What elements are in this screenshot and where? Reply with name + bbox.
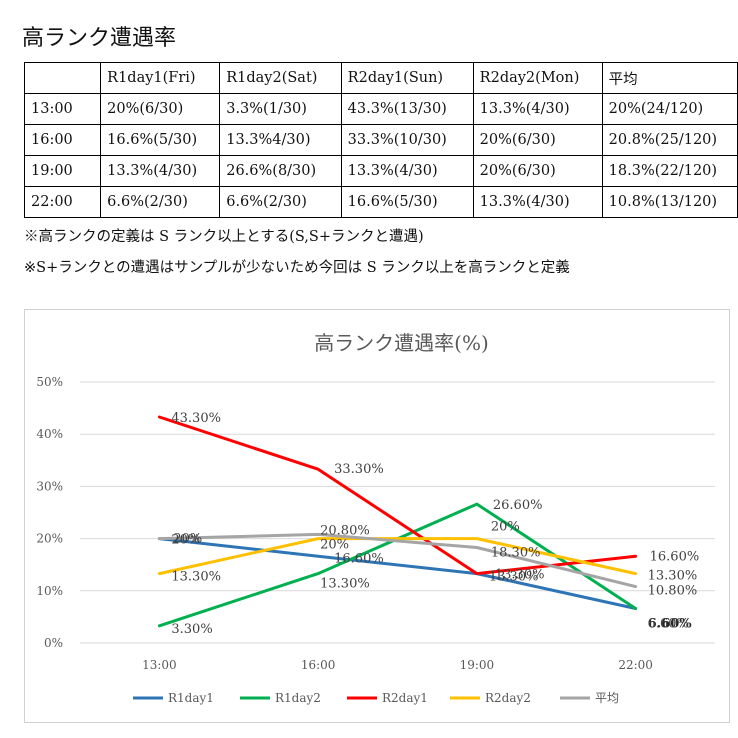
data-label: 18.30% bbox=[491, 545, 541, 560]
table-cell: R1day1(Fri) bbox=[100, 62, 221, 94]
table-cell: 33.3%(10/30) bbox=[340, 124, 474, 156]
data-label: 33.30% bbox=[334, 462, 384, 477]
y-tick-label: 20% bbox=[36, 532, 63, 546]
table-cell: 13.3%4/30) bbox=[219, 124, 342, 156]
legend-label: R1day2 bbox=[275, 691, 321, 705]
y-tick-label: 50% bbox=[36, 375, 63, 389]
table-row: 16:00 16.6%(5/30) 13.3%4/30) 33.3%(10/30) 20… bbox=[23, 124, 738, 156]
table-row: 19:00 13.3%(4/30) 26.6%(8/30) 13.3%(4/30) 20… bbox=[23, 155, 738, 187]
table-cell: R2day1(Sun) bbox=[340, 62, 474, 94]
legend-label: R1day1 bbox=[168, 691, 214, 705]
legend-label: R2day1 bbox=[382, 691, 428, 705]
table-cell: 18.3%(22/120) bbox=[601, 155, 738, 187]
table-cell: R2day2(Mon) bbox=[472, 62, 603, 94]
table-cell: 20%(24/120) bbox=[601, 93, 738, 125]
data-label: 13.30% bbox=[489, 570, 539, 585]
series-line-3 bbox=[157, 537, 638, 576]
data-label: 6.60% bbox=[648, 617, 693, 632]
table-cell: 10.8%(13/120) bbox=[601, 186, 738, 218]
x-tick-label: 16:00 bbox=[301, 658, 336, 672]
table-cell: 16.6%(5/30) bbox=[340, 186, 474, 218]
rate-table: R1day1(Fri) R1day2(Sat) R2day1(Sun) R2day2(… bbox=[23, 62, 738, 218]
table-cell: 43.3%(13/30) bbox=[340, 93, 474, 125]
table-row: 22:00 6.6%(2/30) 6.6%(2/30) 16.6%(5/30) 13.3… bbox=[23, 186, 738, 218]
page-title: 高ランク遭遇率 bbox=[22, 26, 177, 51]
data-label: 13.30% bbox=[495, 568, 545, 583]
y-tick-label: 30% bbox=[36, 479, 63, 493]
table-cell: 20%(6/30) bbox=[100, 93, 221, 125]
table-cell: R1day2(Sat) bbox=[219, 62, 342, 94]
data-label: 20.80% bbox=[320, 523, 370, 538]
data-label: 13.30% bbox=[648, 569, 698, 584]
table-cell: 6.6%(2/30) bbox=[100, 186, 221, 218]
y-tick-label: 40% bbox=[36, 427, 63, 441]
table-cell: 19:00 bbox=[23, 155, 102, 187]
table-cell: 13.3%(4/30) bbox=[100, 155, 221, 187]
table-cell: 13.3%(4/30) bbox=[472, 186, 603, 218]
data-label: 10.80% bbox=[648, 584, 698, 599]
data-label: 26.60% bbox=[493, 498, 543, 513]
table-cell: 26.6%(8/30) bbox=[219, 155, 342, 187]
chart-container: 高ランク遭遇率(%) 0% 10% 20% 30% 40% 50% 13:00 16:00 19:… bbox=[24, 309, 730, 723]
y-tick-label: 10% bbox=[36, 584, 63, 598]
legend-label: R2day2 bbox=[485, 691, 531, 705]
table-cell: 20.8%(25/120) bbox=[601, 124, 738, 156]
x-tick-label: 22:00 bbox=[618, 658, 653, 672]
series-line-2 bbox=[157, 415, 638, 576]
data-label: 13.30% bbox=[320, 577, 370, 592]
definition-note: ※高ランクの定義は S ランク以上とする(S,S+ランクと遭遇) bbox=[24, 229, 424, 245]
table-cell: 20%(6/30) bbox=[472, 155, 603, 187]
data-label: 16.60% bbox=[650, 549, 700, 564]
data-label: 20% bbox=[171, 533, 200, 548]
table-cell: 22:00 bbox=[23, 186, 102, 218]
table-cell: 13.3%(4/30) bbox=[340, 155, 474, 187]
table-cell: 16:00 bbox=[23, 124, 102, 156]
series-line-0 bbox=[157, 537, 638, 610]
series-line-4 bbox=[157, 532, 638, 589]
data-label: 43.30% bbox=[171, 411, 221, 426]
chart-title: 高ランク遭遇率(%) bbox=[314, 331, 489, 355]
data-label: 16.60% bbox=[334, 551, 384, 566]
sample-note: ※S+ランクとの遭遇はサンプルが少ないため今回は S ランク以上を高ランクと定義 bbox=[24, 260, 570, 276]
legend-label: 平均 bbox=[595, 691, 619, 705]
table-cell bbox=[23, 62, 102, 94]
data-label: 13.30% bbox=[171, 570, 221, 585]
table-cell: 6.6%(2/30) bbox=[219, 186, 342, 218]
table-cell: 13:00 bbox=[23, 93, 102, 125]
data-label: 6.60% bbox=[648, 617, 689, 632]
table-cell: 13.3%(4/30) bbox=[472, 93, 603, 125]
table-row: 13:00 20%(6/30) 3.3%(1/30) 43.3%(13/30) 13.3… bbox=[23, 93, 738, 125]
data-label: 3.30% bbox=[171, 622, 212, 637]
table-cell: 16.6%(5/30) bbox=[100, 124, 221, 156]
data-label: 20% bbox=[491, 520, 520, 535]
x-tick-label: 13:00 bbox=[142, 658, 177, 672]
data-label: 20% bbox=[320, 538, 349, 553]
table-cell: 平均 bbox=[601, 62, 738, 94]
y-tick-label: 0% bbox=[44, 636, 63, 650]
table-header-row: R1day1(Fri) R1day2(Sat) R2day1(Sun) R2day2(… bbox=[23, 62, 738, 94]
line-chart: 高ランク遭遇率(%) 0% 10% 20% 30% 40% 50% 13:00 16:00 19:… bbox=[36, 331, 715, 705]
table-cell: 3.3%(1/30) bbox=[219, 93, 342, 125]
x-tick-label: 19:00 bbox=[460, 658, 495, 672]
table-cell: 20%(6/30) bbox=[472, 124, 603, 156]
data-label: 20% bbox=[173, 532, 202, 547]
